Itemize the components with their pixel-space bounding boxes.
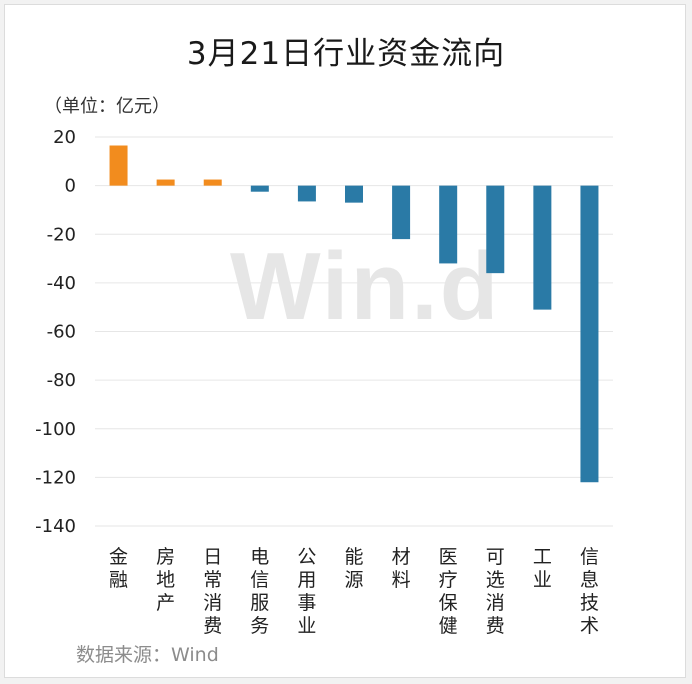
y-tick-label: 20: [53, 127, 76, 148]
x-tick-label: 电信服务: [250, 546, 269, 637]
bar: [250, 185, 269, 192]
y-tick-label: -80: [47, 370, 76, 391]
bar: [203, 179, 222, 186]
bar: [297, 185, 316, 202]
x-tick-label: 可选消费: [486, 546, 505, 637]
bar: [109, 145, 128, 186]
bar: [392, 185, 411, 240]
y-tick-label: -60: [47, 322, 76, 343]
unit-label: （单位：亿元）: [44, 96, 170, 117]
bar: [580, 185, 599, 483]
x-tick-label: 医疗保健: [439, 546, 458, 637]
y-tick-label: -120: [35, 467, 76, 488]
source-label: 数据来源：Wind: [76, 644, 219, 666]
bar: [345, 185, 363, 203]
y-tick-label: -20: [47, 224, 76, 245]
bar: [439, 185, 458, 264]
x-tick-label: 能源: [344, 546, 363, 591]
chart-title: 3月21日行业资金流向: [186, 36, 506, 72]
y-tick-label: 0: [65, 176, 76, 197]
y-tick-label: -40: [47, 273, 76, 294]
x-tick-label: 信息技术: [580, 546, 599, 637]
x-tick-label: 材料: [392, 546, 411, 591]
bar: [156, 179, 175, 186]
bar: [486, 185, 505, 274]
chart-card: [4, 4, 686, 678]
y-tick-label: -140: [35, 516, 76, 537]
x-tick-label: 日常消费: [203, 546, 222, 637]
x-tick-label: 公用事业: [297, 546, 316, 637]
y-tick-label: -100: [35, 419, 76, 440]
x-tick-label: 房地产: [156, 546, 175, 614]
bar: [533, 185, 552, 310]
x-tick-label: 工业: [533, 546, 552, 591]
x-tick-label: 金融: [109, 546, 128, 591]
